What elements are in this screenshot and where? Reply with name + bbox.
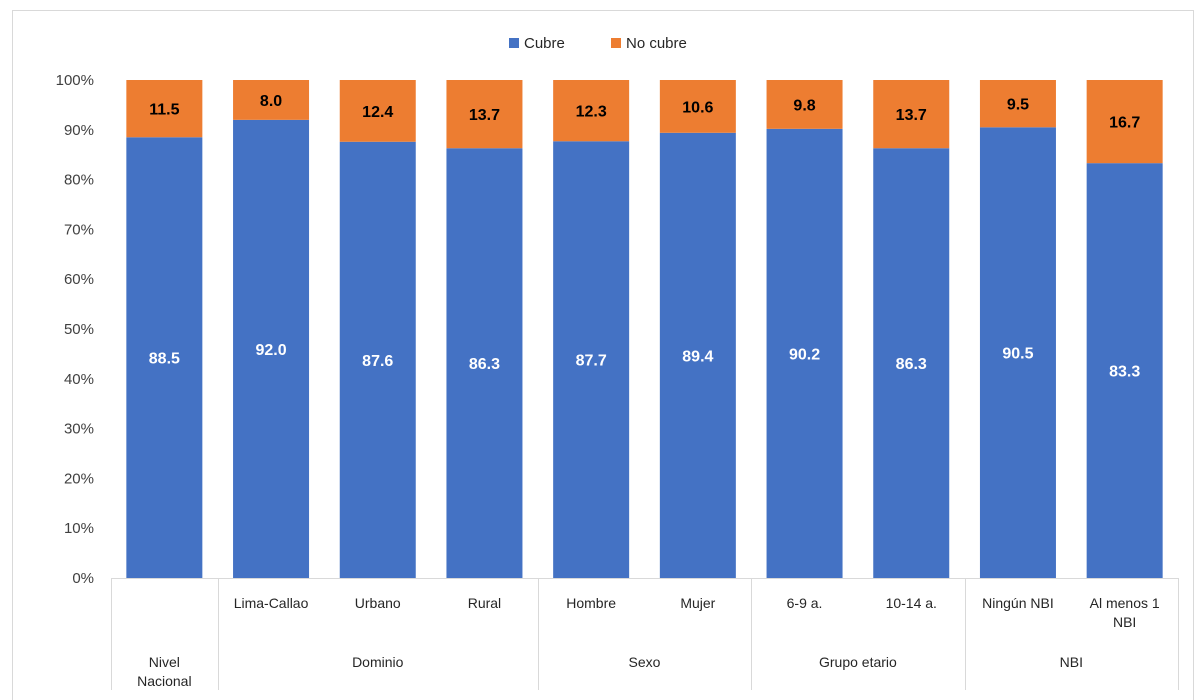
y-tick-label: 0% — [72, 570, 94, 587]
data-label-no-cubre: 9.8 — [793, 97, 815, 114]
bar-segment-no-cubre — [979, 80, 1056, 128]
x-category-label: 6-9 a. — [787, 595, 823, 611]
bar-segment-cubre — [233, 119, 310, 578]
legend-swatch-cubre — [509, 38, 519, 48]
data-label-no-cubre: 13.7 — [469, 107, 500, 124]
data-label-cubre: 89.4 — [682, 348, 713, 365]
bar-segment-cubre — [339, 141, 416, 578]
data-label-cubre: 90.5 — [1002, 346, 1033, 363]
bar-segment-cubre — [446, 148, 523, 578]
y-tick-label: 90% — [64, 122, 94, 139]
bar-segment-cubre — [873, 148, 950, 578]
data-label-cubre: 86.3 — [469, 356, 500, 373]
data-label-cubre: 86.3 — [896, 356, 927, 373]
data-label-cubre: 90.2 — [789, 346, 820, 363]
bar-segment-no-cubre — [873, 80, 950, 149]
bar-segment-no-cubre — [339, 80, 416, 142]
y-tick-label: 30% — [64, 421, 94, 438]
data-label-cubre: 83.3 — [1109, 364, 1140, 381]
bar-segment-no-cubre — [446, 80, 523, 149]
bar-segment-cubre — [126, 137, 203, 578]
data-label-no-cubre: 12.3 — [576, 104, 607, 121]
x-group-label: Grupo etario — [819, 654, 897, 670]
y-tick-label: 50% — [64, 321, 94, 338]
x-category-label: Al menos 1 NBI — [1090, 595, 1160, 630]
data-label-no-cubre: 10.6 — [682, 99, 713, 116]
x-category-label: Nivel Nacional — [137, 654, 191, 689]
bar-segment-cubre — [1086, 163, 1163, 578]
x-category-label: Urbano — [355, 595, 401, 611]
data-label-cubre: 87.7 — [576, 353, 607, 370]
bar-segment-no-cubre — [126, 80, 203, 138]
x-axis: Nivel Nacional Lima-Callao Urbano Rural Hombr… — [111, 578, 1179, 690]
bar-segment-no-cubre — [766, 80, 843, 129]
data-label-no-cubre: 12.4 — [362, 104, 393, 121]
bar-segment-cubre — [766, 128, 843, 578]
y-tick-label: 80% — [64, 172, 94, 189]
data-label-no-cubre: 11.5 — [149, 102, 179, 119]
x-category-label: Hombre — [566, 595, 616, 611]
x-category-label: 10-14 a. — [886, 595, 937, 611]
legend-label-no-cubre: No cubre — [626, 35, 687, 52]
y-tick-label: 60% — [64, 271, 94, 288]
data-label-no-cubre: 13.7 — [896, 107, 927, 124]
x-group-label: Sexo — [629, 654, 661, 670]
bar-segment-cubre — [553, 141, 630, 578]
data-label-no-cubre: 8.0 — [260, 93, 282, 110]
y-tick-label: 70% — [64, 221, 94, 238]
x-category-label: Mujer — [680, 595, 715, 611]
bar-segment-no-cubre — [233, 80, 310, 120]
x-category-label: Rural — [468, 595, 501, 611]
y-tick-label: 40% — [64, 371, 94, 388]
data-label-cubre: 88.5 — [149, 351, 180, 368]
x-group-label: Dominio — [352, 654, 404, 670]
legend-swatch-no-cubre — [611, 38, 621, 48]
y-tick-label: 10% — [64, 520, 94, 537]
bar-segment-no-cubre — [659, 80, 736, 133]
chart-frame — [12, 10, 1194, 700]
x-category-label: Ningún NBI — [982, 595, 1054, 611]
x-category-label: Lima-Callao — [234, 595, 309, 611]
y-tick-label: 20% — [64, 470, 94, 487]
bars: 88.5 11.5 92.0 8.0 87.6 12.4 86.3 13.7 87.7 12.3 8… — [126, 80, 1163, 578]
legend: Cubre No cubre — [509, 35, 687, 52]
data-label-cubre: 92.0 — [255, 342, 286, 359]
y-tick-label: 100% — [56, 72, 94, 89]
bar-segment-no-cubre — [553, 80, 630, 142]
data-label-no-cubre: 16.7 — [1109, 115, 1140, 132]
x-group-label: NBI — [1060, 654, 1083, 670]
data-label-cubre: 87.6 — [362, 353, 393, 370]
bar-segment-cubre — [979, 127, 1056, 578]
bar-segment-no-cubre — [1086, 80, 1163, 164]
bar-segment-cubre — [659, 132, 736, 578]
y-axis: 0% 10% 20% 30% 40% 50% 60% 70% 80% 90% 100% — [56, 72, 94, 587]
legend-label-cubre: Cubre — [524, 35, 565, 52]
data-label-no-cubre: 9.5 — [1007, 97, 1029, 114]
